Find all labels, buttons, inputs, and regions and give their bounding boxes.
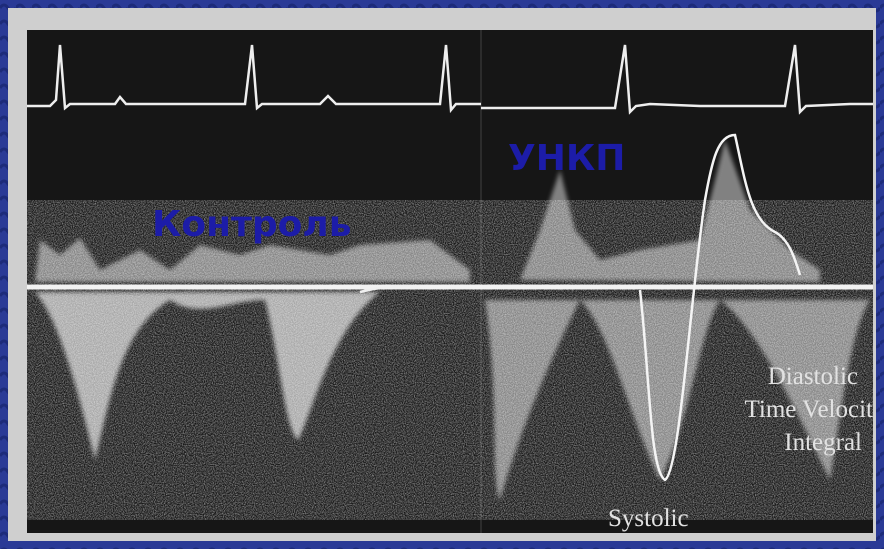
label-diastolic: Diastolic	[768, 363, 858, 390]
label-systolic: Systolic	[608, 505, 689, 532]
speckle	[27, 200, 873, 520]
slide: Контроль УНКП Diastolic Time Velocit Int…	[0, 0, 884, 549]
label-diastolic: Integral	[784, 429, 862, 456]
label-diastolic: Time Velocit	[745, 396, 874, 423]
label-unkp: УНКП	[508, 138, 625, 179]
label-control: Контроль	[152, 204, 352, 245]
